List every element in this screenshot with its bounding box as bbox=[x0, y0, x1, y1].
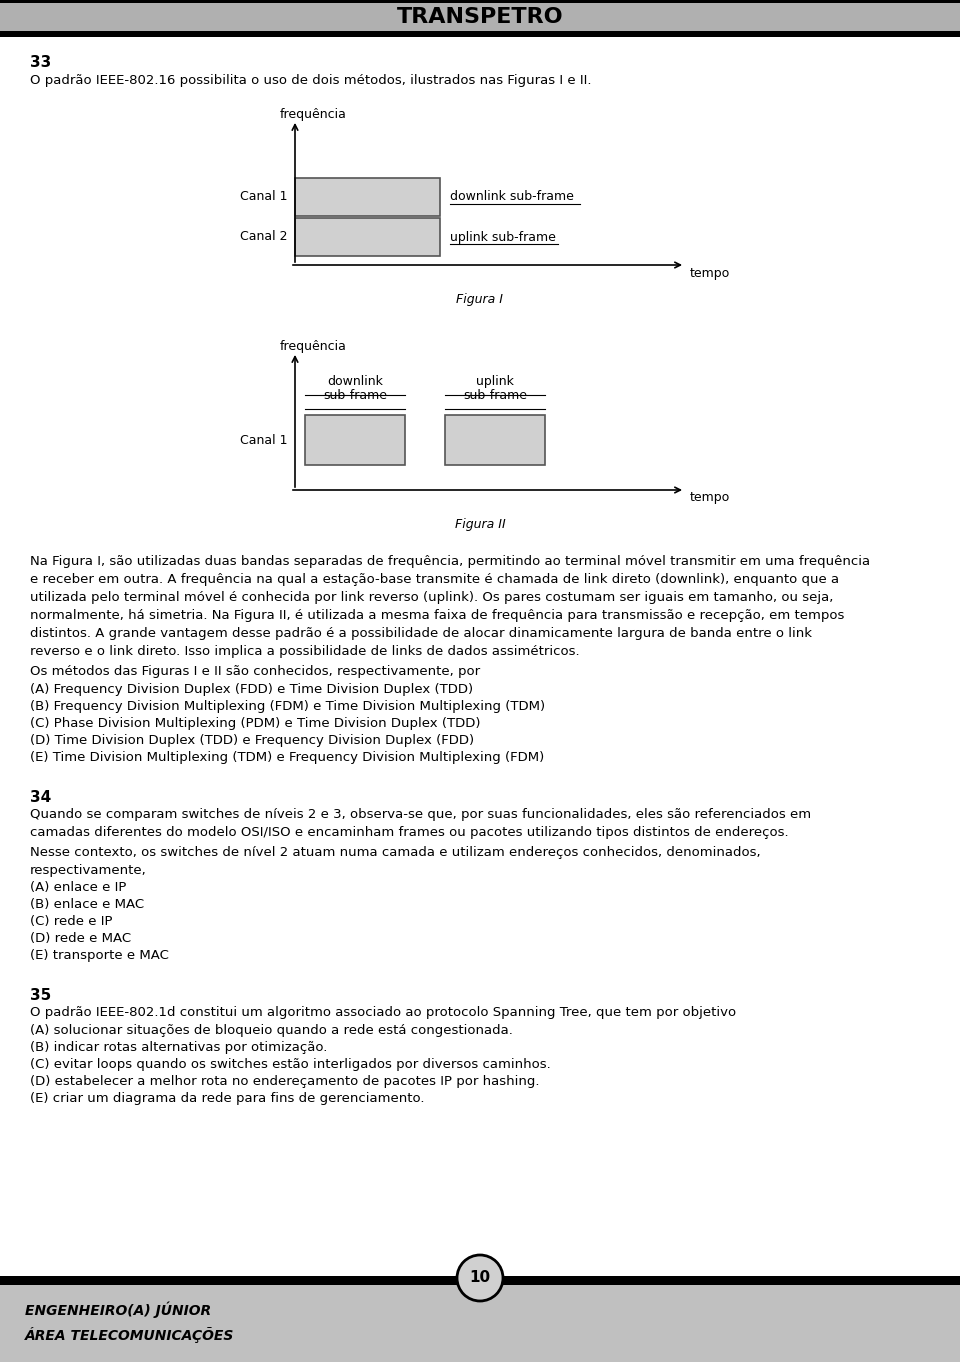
Text: Os métodos das Figuras I e II são conhecidos, respectivamente, por: Os métodos das Figuras I e II são conhec… bbox=[30, 665, 480, 678]
Text: Canal 1: Canal 1 bbox=[239, 433, 287, 447]
Bar bbox=[0, 1279, 960, 1282]
Text: frequência: frequência bbox=[280, 108, 347, 121]
Text: (C) evitar loops quando os switches estão interligados por diversos caminhos.: (C) evitar loops quando os switches estã… bbox=[30, 1058, 551, 1071]
Text: (D) estabelecer a melhor rota no endereçamento de pacotes IP por hashing.: (D) estabelecer a melhor rota no endereç… bbox=[30, 1075, 540, 1088]
Text: O padrão IEEE-802.16 possibilita o uso de dois métodos, ilustrados nas Figuras I: O padrão IEEE-802.16 possibilita o uso d… bbox=[30, 74, 591, 87]
Text: uplink: uplink bbox=[476, 375, 514, 388]
Text: 35: 35 bbox=[30, 987, 51, 1002]
Text: (A) enlace e IP: (A) enlace e IP bbox=[30, 881, 127, 893]
Bar bbox=[0, 0, 960, 3]
Text: (A) Frequency Division Duplex (FDD) e Time Division Duplex (TDD): (A) Frequency Division Duplex (FDD) e Ti… bbox=[30, 682, 473, 696]
Bar bbox=[0, 0, 960, 34]
Bar bbox=[0, 34, 960, 37]
Text: Figura II: Figura II bbox=[455, 518, 505, 531]
Bar bbox=[0, 1276, 960, 1279]
Bar bbox=[0, 1282, 960, 1362]
Text: (B) indicar rotas alternativas por otimização.: (B) indicar rotas alternativas por otimi… bbox=[30, 1041, 327, 1054]
Text: Canal 1: Canal 1 bbox=[239, 191, 287, 203]
Text: (B) enlace e MAC: (B) enlace e MAC bbox=[30, 898, 144, 911]
Text: Nesse contexto, os switches de nível 2 atuam numa camada e utilizam endereços co: Nesse contexto, os switches de nível 2 a… bbox=[30, 846, 760, 877]
Bar bbox=[0, 31, 960, 34]
Text: Canal 2: Canal 2 bbox=[239, 230, 287, 244]
Text: sub-frame: sub-frame bbox=[323, 390, 387, 402]
Text: tempo: tempo bbox=[690, 267, 731, 279]
Bar bbox=[295, 218, 440, 256]
Text: (C) Phase Division Multiplexing (PDM) e Time Division Duplex (TDD): (C) Phase Division Multiplexing (PDM) e … bbox=[30, 716, 481, 730]
Text: ÁREA TELECOMUNICAÇÕES: ÁREA TELECOMUNICAÇÕES bbox=[25, 1327, 234, 1343]
Ellipse shape bbox=[457, 1254, 503, 1301]
Text: O padrão IEEE-802.1d constitui um algoritmo associado ao protocolo Spanning Tree: O padrão IEEE-802.1d constitui um algori… bbox=[30, 1007, 736, 1019]
Text: (E) criar um diagrama da rede para fins de gerenciamento.: (E) criar um diagrama da rede para fins … bbox=[30, 1092, 424, 1105]
Text: frequência: frequência bbox=[280, 340, 347, 353]
Text: 10: 10 bbox=[469, 1271, 491, 1286]
Text: sub-frame: sub-frame bbox=[463, 390, 527, 402]
Text: Na Figura I, são utilizadas duas bandas separadas de frequência, permitindo ao t: Na Figura I, são utilizadas duas bandas … bbox=[30, 554, 870, 658]
Text: TRANSPETRO: TRANSPETRO bbox=[396, 7, 564, 27]
Bar bbox=[295, 178, 440, 217]
Text: (A) solucionar situações de bloqueio quando a rede está congestionada.: (A) solucionar situações de bloqueio qua… bbox=[30, 1024, 513, 1036]
Text: downlink sub-frame: downlink sub-frame bbox=[450, 191, 574, 203]
Text: (B) Frequency Division Multiplexing (FDM) e Time Division Multiplexing (TDM): (B) Frequency Division Multiplexing (FDM… bbox=[30, 700, 545, 712]
Text: (E) transporte e MAC: (E) transporte e MAC bbox=[30, 949, 169, 962]
Bar bbox=[0, 1282, 960, 1284]
Text: 33: 33 bbox=[30, 54, 51, 69]
Text: uplink sub-frame: uplink sub-frame bbox=[450, 230, 556, 244]
Text: tempo: tempo bbox=[690, 492, 731, 504]
Text: (D) rede e MAC: (D) rede e MAC bbox=[30, 932, 132, 945]
Text: Quando se comparam switches de níveis 2 e 3, observa-se que, por suas funcionali: Quando se comparam switches de níveis 2 … bbox=[30, 808, 811, 839]
Text: (C) rede e IP: (C) rede e IP bbox=[30, 915, 112, 928]
Text: (D) Time Division Duplex (TDD) e Frequency Division Duplex (FDD): (D) Time Division Duplex (TDD) e Frequen… bbox=[30, 734, 474, 746]
Text: 34: 34 bbox=[30, 790, 51, 805]
Text: downlink: downlink bbox=[327, 375, 383, 388]
Text: Figura I: Figura I bbox=[457, 293, 503, 306]
Text: ENGENHEIRO(A) JÚNIOR: ENGENHEIRO(A) JÚNIOR bbox=[25, 1302, 211, 1318]
Bar bbox=[305, 415, 405, 464]
Bar bbox=[445, 415, 545, 464]
Text: (E) Time Division Multiplexing (TDM) e Frequency Division Multiplexing (FDM): (E) Time Division Multiplexing (TDM) e F… bbox=[30, 750, 544, 764]
